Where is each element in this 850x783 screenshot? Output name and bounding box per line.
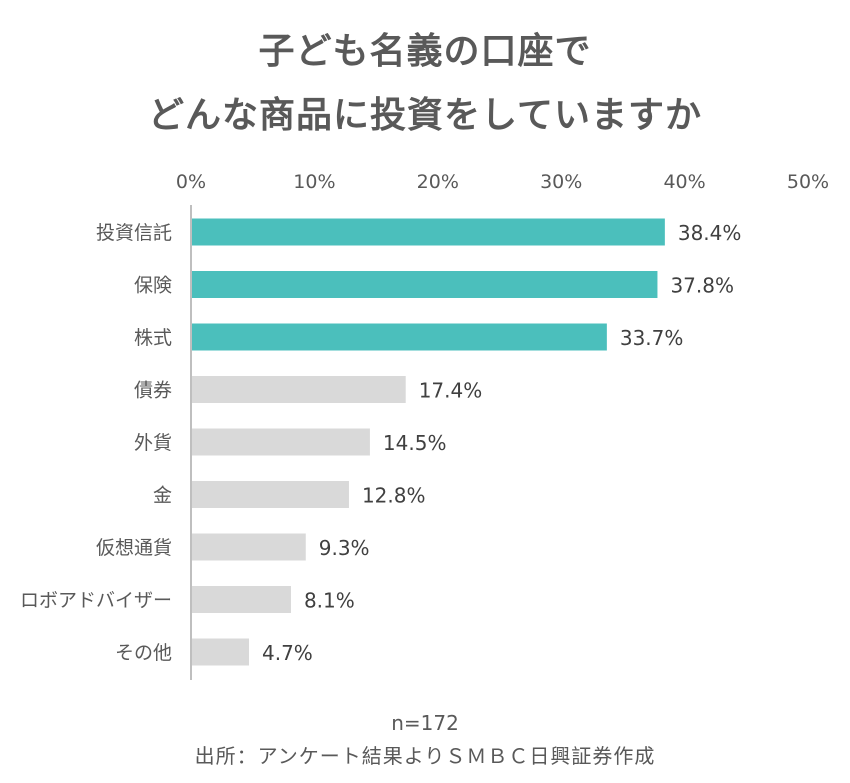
category-label: 債券: [134, 380, 172, 402]
value-label: 14.5%: [383, 431, 447, 455]
sample-size-note: n=172: [391, 711, 459, 735]
x-tick-label: 50%: [787, 171, 829, 193]
category-label: 仮想通貨: [96, 537, 172, 559]
category-label: ロボアドバイザー: [20, 590, 172, 612]
bar: [191, 323, 607, 351]
category-label: 株式: [134, 327, 172, 349]
bar: [191, 271, 658, 298]
category-label: その他: [115, 642, 172, 664]
value-label: 4.7%: [262, 641, 313, 665]
chart-title-line-1: 子ども名義の口座で: [258, 31, 592, 72]
value-label: 38.4%: [678, 221, 742, 245]
value-label: 12.8%: [362, 484, 426, 508]
category-label: 保険: [134, 275, 172, 297]
value-label: 8.1%: [304, 589, 355, 613]
value-label: 9.3%: [319, 536, 370, 560]
bar: [191, 481, 349, 508]
category-label: 投資信託: [96, 222, 172, 244]
bar: [191, 586, 291, 613]
value-label: 17.4%: [419, 379, 483, 403]
chart-title-line-2: どんな商品に投資をしていますか: [148, 95, 702, 136]
bar: [191, 376, 406, 403]
bar: [191, 533, 306, 561]
source-note: 出所：アンケート結果よりＳＭＢＣ日興証券作成: [194, 744, 656, 768]
x-tick-label: 0%: [176, 171, 206, 193]
x-tick-label: 40%: [663, 171, 705, 193]
category-label: 金: [153, 485, 172, 507]
bar: [191, 638, 249, 666]
bar: [191, 218, 665, 246]
value-label: 33.7%: [620, 326, 684, 350]
value-label: 37.8%: [670, 274, 734, 298]
category-label: 外貨: [134, 432, 172, 454]
x-tick-label: 20%: [417, 171, 459, 193]
bar: [191, 428, 370, 456]
x-tick-label: 30%: [540, 171, 582, 193]
x-tick-label: 10%: [293, 171, 335, 193]
